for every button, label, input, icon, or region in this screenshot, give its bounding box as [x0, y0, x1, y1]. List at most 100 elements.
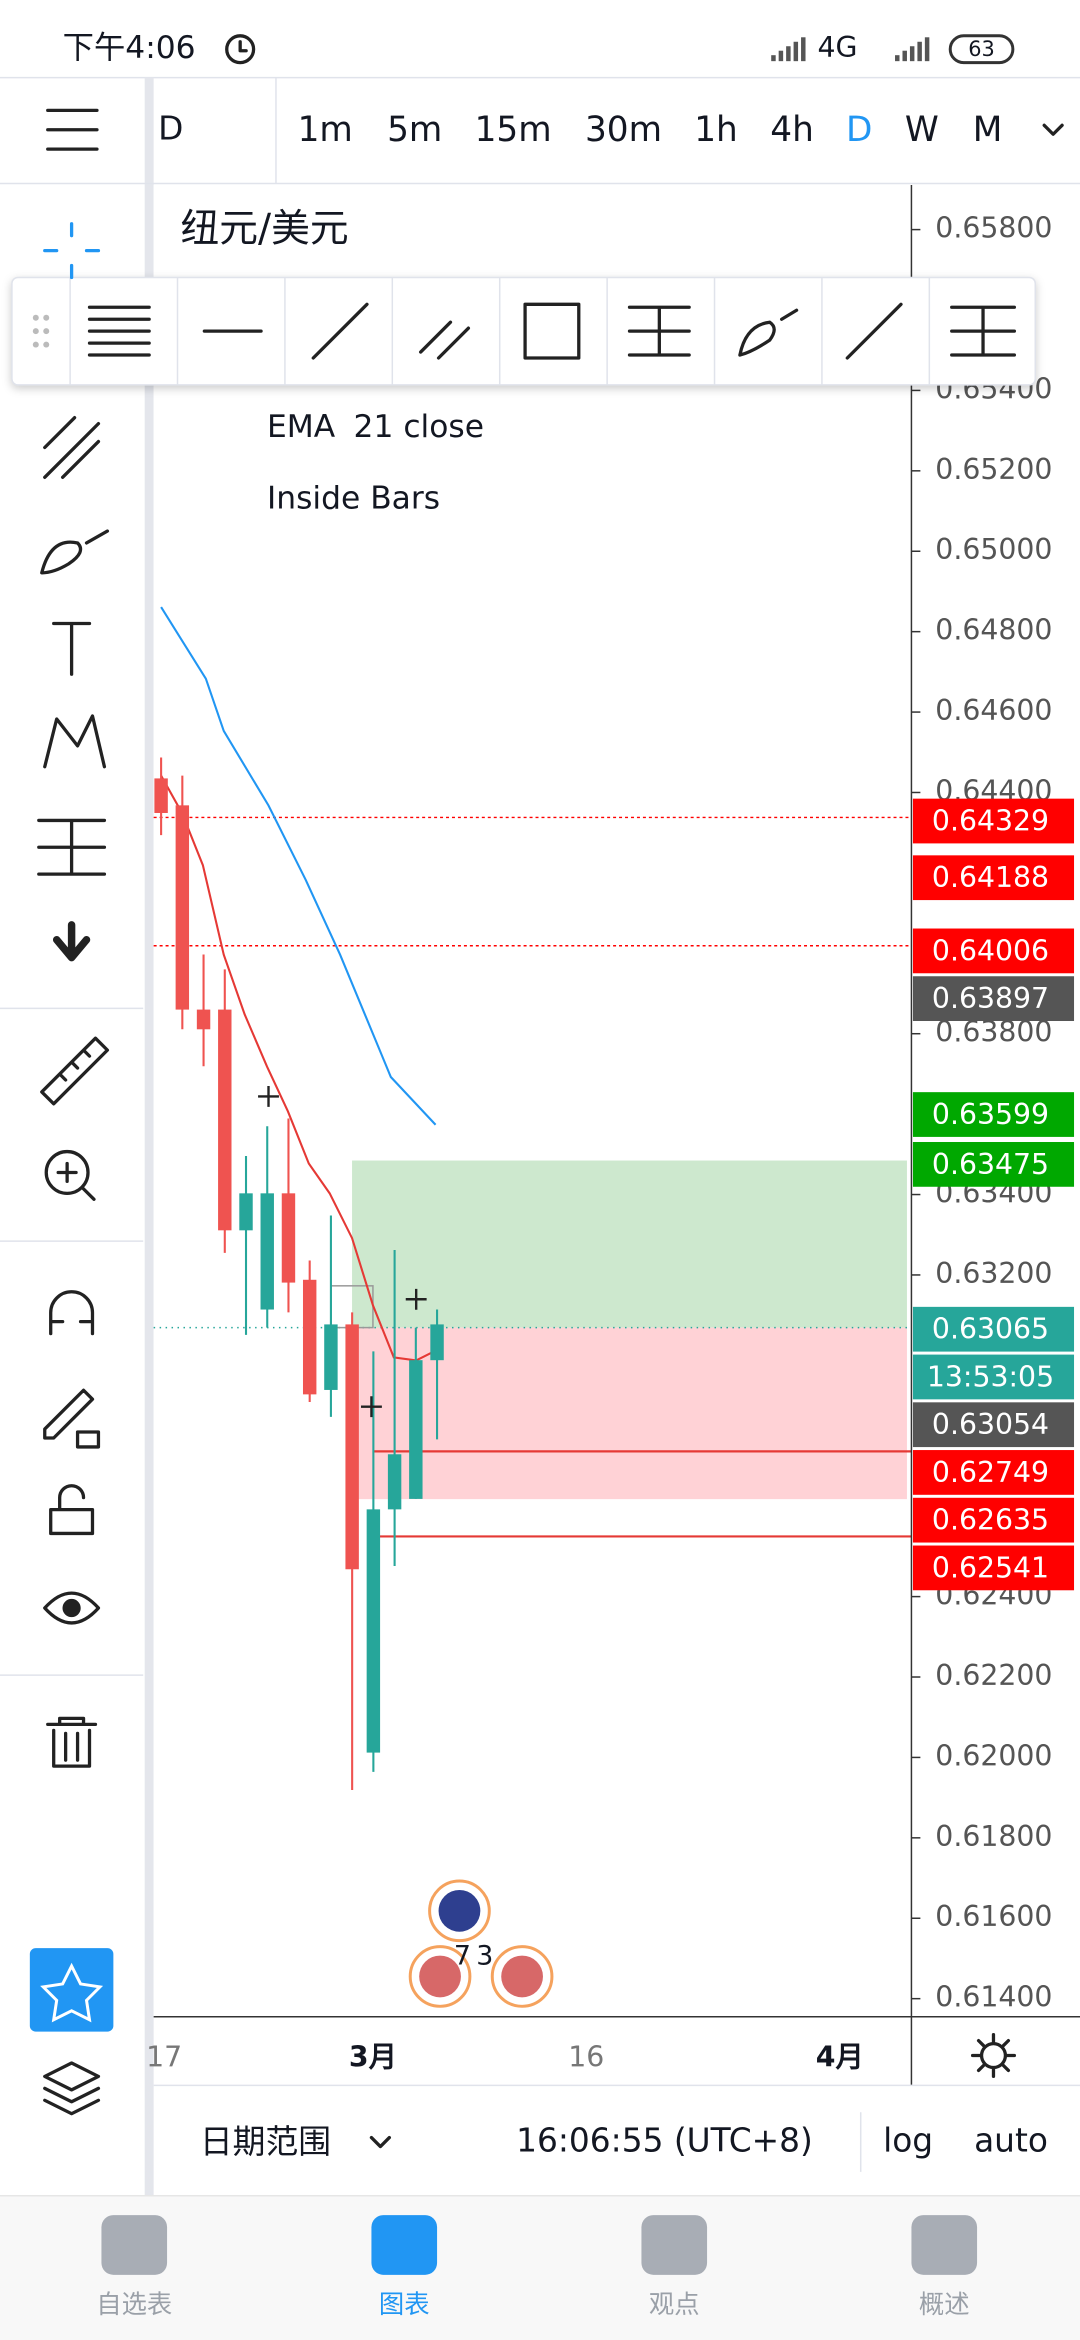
tool-zoom-plus	[56, 1161, 96, 1201]
price-tag	[912, 1354, 1075, 1400]
menu-button[interactable]	[46, 108, 99, 151]
candle-body	[175, 805, 190, 1010]
y-tick-label: 0.65800	[935, 212, 1052, 245]
candle-body	[218, 1009, 232, 1231]
tool-zoom[interactable]	[44, 1149, 90, 1195]
tool-gann[interactable]	[43, 416, 101, 479]
price-tag	[912, 1450, 1075, 1495]
y-tick-label: 0.64600	[935, 694, 1052, 727]
nav-icon[interactable]	[371, 2215, 438, 2275]
timeframe-button[interactable]: 15m	[475, 110, 552, 150]
timeframe-button[interactable]: W	[905, 110, 939, 150]
battery-icon	[948, 34, 1015, 65]
ema-line	[160, 775, 438, 1362]
y-tick-label: 0.65000	[935, 533, 1052, 566]
ma-line	[160, 606, 437, 1126]
tool-trash[interactable]	[46, 1716, 98, 1768]
loss-zone[interactable]	[352, 1327, 907, 1500]
candle-body	[409, 1360, 423, 1499]
settings-button[interactable]	[970, 2033, 1017, 2079]
date-range[interactable]: 日期范围	[200, 2123, 331, 2161]
timeframe-more[interactable]	[1042, 123, 1064, 136]
timeframe-button[interactable]: 5m	[387, 110, 442, 150]
signal-icon-2	[895, 37, 930, 62]
candle-body	[345, 1324, 359, 1570]
favorite-button[interactable]	[29, 1948, 114, 2032]
price-tag-label: 0.62541	[932, 1551, 1049, 1584]
x-tick-label: 3月	[349, 2041, 397, 2074]
tool-fib[interactable]	[87, 305, 151, 357]
candle-body	[239, 1193, 253, 1231]
signal-icon	[771, 37, 806, 62]
tool-channel[interactable]	[419, 320, 471, 360]
event-flag-us	[419, 1955, 461, 1998]
tool-arrow[interactable]	[52, 921, 91, 962]
tool-pattern[interactable]	[43, 714, 107, 769]
price-tag-label: 0.64006	[932, 934, 1049, 967]
timeframe-button[interactable]: 1m	[298, 110, 353, 150]
price-tag	[912, 1402, 1075, 1448]
tool-lock[interactable]	[49, 1484, 95, 1536]
y-tick-label: 0.65200	[935, 453, 1052, 486]
tool-range[interactable]	[627, 305, 691, 357]
tool-position[interactable]	[950, 305, 1017, 357]
timeframe-button[interactable]: 30m	[585, 110, 662, 150]
nav-icon[interactable]	[911, 2215, 978, 2275]
tool-lock-draw[interactable]	[43, 1388, 101, 1449]
tool-text[interactable]	[52, 621, 92, 676]
x-tick-label: 17	[146, 2041, 182, 2074]
tool-brush[interactable]	[40, 529, 110, 575]
price-tag	[912, 1142, 1075, 1187]
candle-body	[196, 1009, 211, 1030]
nav-label[interactable]: 观点	[649, 2289, 700, 2319]
y-tick-label: 0.62200	[935, 1659, 1052, 1692]
nav-label[interactable]: 图表	[379, 2289, 430, 2319]
clock: 16:06:55 (UTC+8)	[516, 2122, 813, 2160]
price-tag-label: 0.63475	[932, 1148, 1049, 1181]
tool-brush[interactable]	[738, 308, 799, 357]
indicator-name: EMA	[267, 409, 336, 445]
layers-button[interactable]	[43, 2061, 101, 2116]
tool-ruler[interactable]	[40, 1036, 110, 1106]
candle-body	[154, 778, 168, 813]
nav-label[interactable]: 概述	[919, 2289, 970, 2319]
tool-ray[interactable]	[845, 302, 903, 360]
price-tag-label: 13:53:05	[927, 1360, 1054, 1393]
price-tag-label: 0.62749	[932, 1456, 1049, 1489]
tool-visibility[interactable]	[43, 1591, 101, 1625]
timeframe-button[interactable]: M	[973, 110, 1003, 150]
timeframe-button[interactable]: D	[846, 110, 872, 150]
event-flag-us	[501, 1955, 543, 1998]
timeframe-button[interactable]: 4h	[770, 110, 814, 150]
inside-bar-marker	[258, 1085, 427, 1418]
tool-prediction[interactable]	[37, 818, 107, 876]
sidebar-divider	[0, 1007, 144, 1676]
tool-visibility-pupil	[62, 1598, 81, 1618]
price-tag-label: 0.63599	[932, 1098, 1049, 1131]
y-tick-label: 0.64800	[935, 614, 1052, 647]
y-tick-label: 0.63800	[935, 1016, 1052, 1049]
profit-zone[interactable]	[352, 1160, 907, 1328]
event-count: 3	[476, 1941, 493, 1972]
candle-body	[324, 1324, 338, 1390]
y-tick-label: 0.63200	[935, 1257, 1052, 1290]
tool-rect[interactable]	[523, 302, 581, 360]
candle-body	[366, 1509, 381, 1753]
log-toggle[interactable]: log	[883, 2122, 933, 2160]
y-tick-label: 0.62000	[935, 1739, 1052, 1772]
tool-magnet[interactable]	[49, 1290, 95, 1336]
timeframe-button[interactable]: 1h	[694, 110, 738, 150]
auto-toggle[interactable]: auto	[974, 2122, 1048, 2160]
price-tag-label: 0.63897	[932, 982, 1049, 1015]
price-tag	[912, 1306, 1075, 1352]
drag-handle[interactable]	[32, 314, 50, 348]
nav-icon[interactable]	[641, 2215, 708, 2275]
status-time: 下午4:06	[63, 30, 196, 66]
tool-crosshair[interactable]	[43, 222, 101, 280]
nav-icon[interactable]	[101, 2215, 168, 2275]
price-tag	[912, 1545, 1075, 1591]
toolbar-divider	[69, 277, 931, 385]
nav-label[interactable]: 自选表	[96, 2289, 172, 2319]
price-tag-label: 0.63054	[932, 1408, 1049, 1441]
tool-trendline[interactable]	[311, 302, 369, 360]
